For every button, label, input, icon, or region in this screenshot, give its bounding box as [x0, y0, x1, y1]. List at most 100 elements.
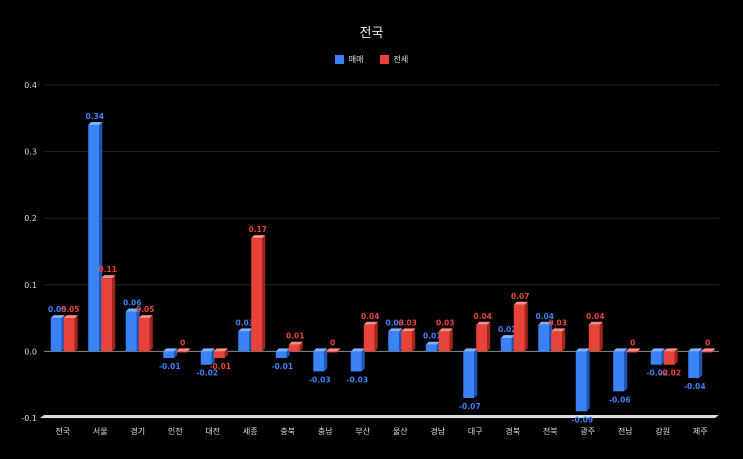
bar — [588, 324, 600, 352]
bar-side — [361, 348, 365, 372]
x-tick-label: 대전 — [205, 426, 220, 436]
data-label: 0 — [630, 338, 635, 347]
data-label: -0.03 — [309, 375, 331, 384]
bar-side — [299, 341, 303, 352]
data-label: 0.04 — [473, 312, 492, 321]
data-label: 0.06 — [123, 298, 142, 307]
data-label: -0.07 — [459, 402, 481, 411]
bar — [101, 278, 113, 352]
bar-top — [200, 348, 215, 352]
data-label: 0.05 — [136, 305, 155, 314]
x-tick-label: 인천 — [168, 426, 183, 436]
bar-side — [562, 328, 566, 352]
legend: 매매 전세 — [0, 54, 743, 65]
bar-top — [101, 275, 116, 279]
bar — [275, 351, 287, 359]
data-label: 0.04 — [361, 312, 380, 321]
legend-label-jeonse: 전세 — [393, 55, 409, 64]
bar — [401, 331, 413, 352]
bar-side — [112, 275, 116, 352]
bar — [363, 324, 375, 352]
bar — [613, 351, 625, 392]
legend-swatch-sale — [334, 55, 344, 64]
bar-top — [313, 348, 328, 352]
data-label: 0.03 — [235, 318, 254, 327]
bar-side — [624, 348, 628, 392]
bar-top — [500, 335, 515, 339]
bar — [388, 331, 400, 352]
bar-side — [337, 348, 341, 353]
bar — [313, 351, 325, 372]
bar-top — [163, 348, 178, 352]
bar-side — [586, 348, 590, 412]
data-label: -0.09 — [571, 415, 593, 424]
bar-top — [551, 328, 566, 332]
bar-top — [50, 315, 65, 319]
bar-side — [412, 328, 416, 352]
bar-top — [125, 308, 140, 312]
bar — [663, 351, 675, 365]
bar — [238, 331, 250, 352]
bar-top — [350, 348, 365, 352]
bar-side — [487, 321, 491, 352]
data-label: 0.17 — [248, 225, 267, 234]
x-tick-label: 제주 — [693, 427, 708, 436]
bar-top — [588, 321, 603, 325]
data-label: -0.02 — [196, 369, 218, 378]
data-label: 0.07 — [511, 292, 530, 301]
bar-top — [513, 301, 528, 305]
bar-top — [138, 315, 153, 319]
bar — [213, 351, 225, 359]
bar — [200, 351, 212, 365]
bar-top — [63, 315, 78, 319]
bar-side — [224, 348, 228, 359]
data-label: -0.01 — [271, 362, 293, 371]
data-label: -0.01 — [159, 362, 181, 371]
bar — [438, 331, 450, 352]
data-label: 0.03 — [436, 318, 455, 327]
x-tick-label: 대구 — [468, 427, 483, 436]
bar-top — [438, 328, 453, 332]
bar — [500, 338, 512, 352]
bar-side — [712, 348, 716, 353]
bar-top — [388, 328, 403, 332]
bar-top — [701, 348, 716, 352]
bar-side — [474, 348, 478, 399]
data-label: 0.03 — [385, 318, 404, 327]
bar-top — [626, 348, 641, 352]
data-label: 0 — [705, 338, 710, 347]
bar — [63, 318, 75, 352]
x-tick-label: 부산 — [355, 426, 370, 436]
bar-side — [637, 348, 641, 353]
bar-top — [213, 348, 228, 352]
data-label: -0.01 — [209, 362, 231, 371]
bar — [326, 351, 338, 353]
data-label: -0.04 — [684, 382, 706, 391]
x-tick-label: 경북 — [505, 426, 520, 436]
x-tick-label: 광주 — [580, 426, 595, 436]
x-tick-label: 충남 — [318, 427, 333, 436]
bar — [688, 351, 700, 379]
data-label: 0.05 — [61, 305, 80, 314]
bar-top — [363, 321, 378, 325]
data-label: 0.04 — [586, 312, 605, 321]
x-tick-label: 경남 — [430, 426, 445, 436]
bar-top — [650, 348, 665, 352]
y-tick-label: 0.3 — [24, 148, 37, 157]
data-label: 0.01 — [286, 332, 305, 341]
x-tick-label: 전국 — [55, 426, 70, 436]
bar-top — [288, 341, 303, 345]
y-tick-label: 0.0 — [24, 347, 37, 356]
data-label: 0.11 — [98, 265, 117, 274]
bar — [88, 124, 100, 352]
x-axis-baseline — [40, 415, 719, 418]
bar — [538, 324, 550, 352]
bar-top — [463, 348, 478, 352]
bar — [575, 351, 587, 412]
bar-top — [688, 348, 703, 352]
bar — [350, 351, 362, 372]
bar-side — [374, 321, 378, 352]
chart-title: 전국 — [359, 26, 384, 41]
data-label: 0 — [330, 338, 335, 347]
